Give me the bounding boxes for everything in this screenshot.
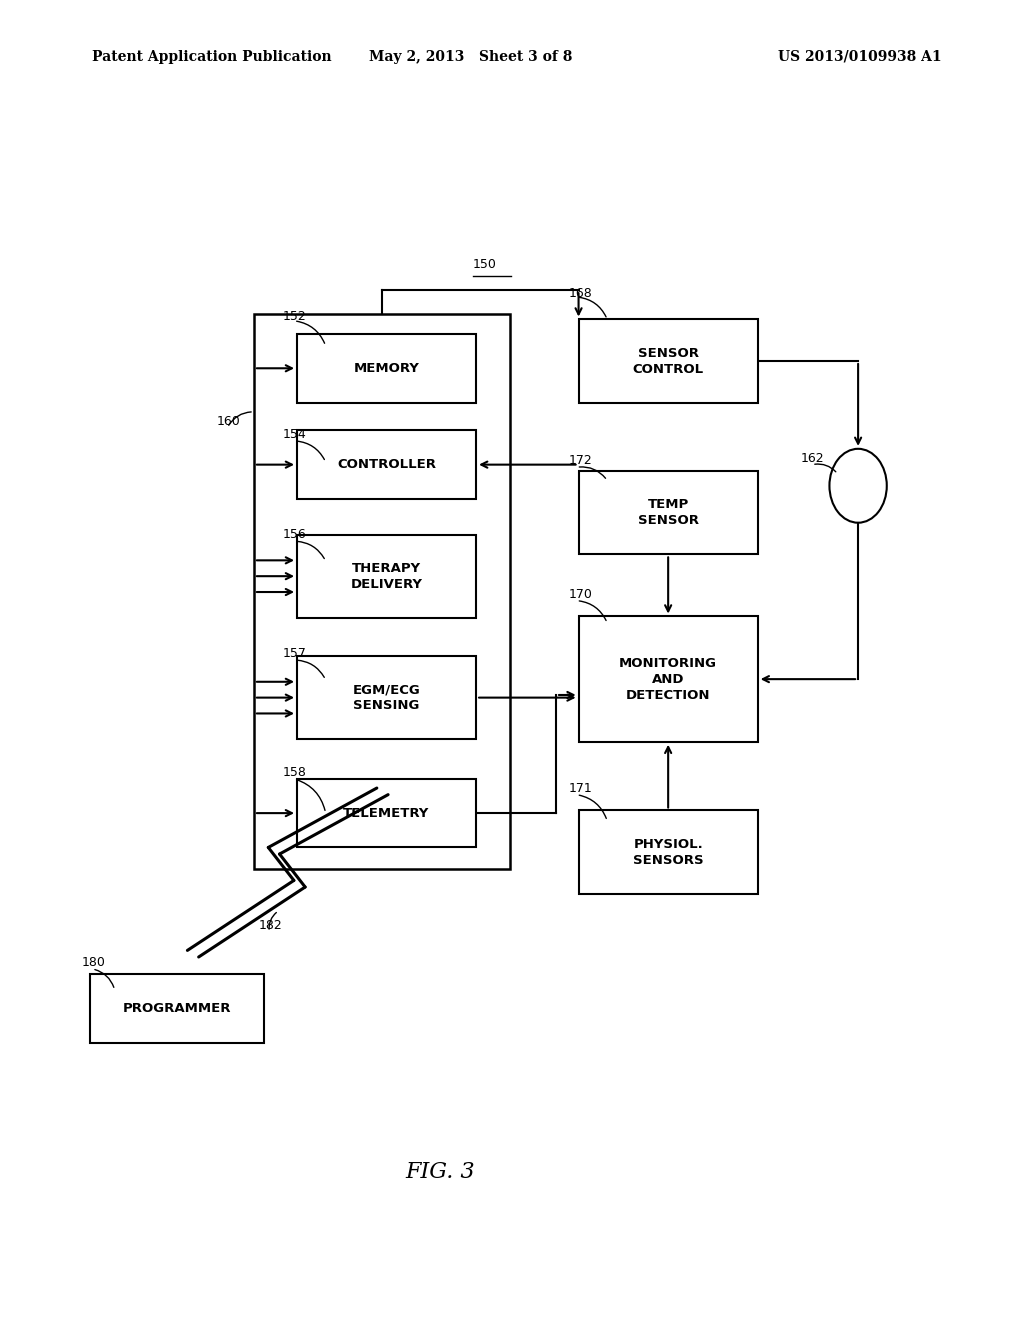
Text: 157: 157 [283,647,306,660]
Text: MEMORY: MEMORY [353,362,420,375]
Text: CONTROLLER: CONTROLLER [337,458,436,471]
FancyBboxPatch shape [297,535,476,618]
FancyBboxPatch shape [579,471,758,554]
Text: SENSOR
CONTROL: SENSOR CONTROL [633,347,703,375]
Text: 180: 180 [82,956,105,969]
Text: 162: 162 [801,451,824,465]
FancyBboxPatch shape [297,334,476,403]
Text: FIG. 3: FIG. 3 [406,1162,475,1183]
Text: PROGRAMMER: PROGRAMMER [123,1002,231,1015]
Text: 182: 182 [259,919,283,932]
FancyBboxPatch shape [579,319,758,403]
Text: US 2013/0109938 A1: US 2013/0109938 A1 [778,50,942,63]
Text: 171: 171 [568,781,592,795]
Text: 154: 154 [283,428,306,441]
Text: EGM/ECG
SENSING: EGM/ECG SENSING [352,684,421,711]
FancyBboxPatch shape [90,974,264,1043]
FancyBboxPatch shape [297,430,476,499]
Text: 156: 156 [283,528,306,541]
Text: PHYSIOL.
SENSORS: PHYSIOL. SENSORS [633,838,703,866]
Text: Patent Application Publication: Patent Application Publication [92,50,332,63]
Text: MONITORING
AND
DETECTION: MONITORING AND DETECTION [620,656,717,702]
FancyBboxPatch shape [579,810,758,894]
Text: 150: 150 [473,257,497,271]
Text: 160: 160 [217,414,241,428]
Text: 172: 172 [568,454,592,467]
Text: TELEMETRY: TELEMETRY [343,807,430,820]
Text: THERAPY
DELIVERY: THERAPY DELIVERY [350,562,423,590]
Text: 152: 152 [283,310,306,323]
FancyBboxPatch shape [579,616,758,742]
FancyBboxPatch shape [297,779,476,847]
Text: 170: 170 [568,587,592,601]
Text: TEMP
SENSOR: TEMP SENSOR [638,499,698,527]
Text: May 2, 2013   Sheet 3 of 8: May 2, 2013 Sheet 3 of 8 [370,50,572,63]
Text: 158: 158 [283,766,306,779]
Text: 168: 168 [568,286,592,300]
FancyBboxPatch shape [297,656,476,739]
